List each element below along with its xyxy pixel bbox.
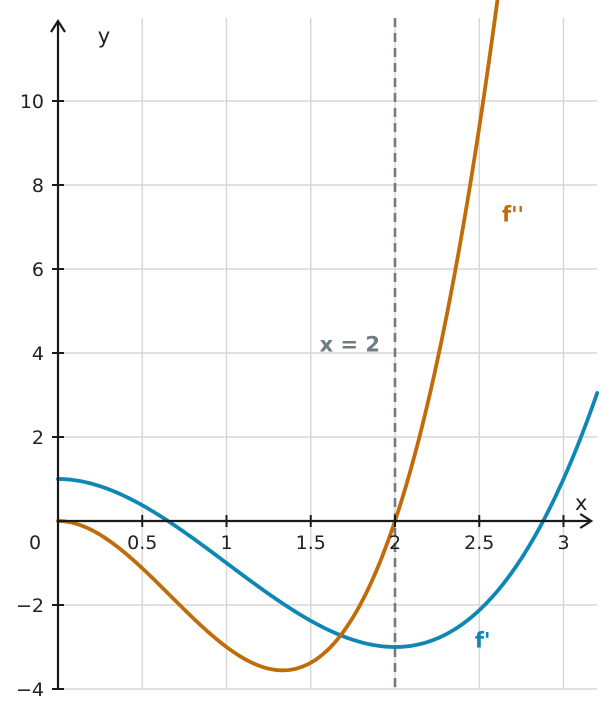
x-tick-label-1: 1: [220, 532, 232, 554]
curve-label-f-double-prime: f'': [502, 202, 524, 226]
vertical-reference-label: x = 2: [320, 333, 380, 357]
y-tick-label-6: 10: [20, 91, 44, 113]
y-tick-label-5: 8: [32, 175, 44, 197]
y-tick-label-4: 6: [32, 259, 44, 281]
x-tick-label-3: 2: [389, 532, 401, 554]
series-line-f-double-prime: [56, 0, 500, 673]
y-axis-arrow: [50, 18, 66, 33]
x-tick-label-0: 0.5: [127, 532, 157, 554]
origin-label: 0: [29, 532, 41, 554]
y-tick-label-0: −4: [16, 679, 44, 701]
tick-group: 0.5 1 1.5 2 2.5 3 −4 −2 2 4 6 8 10: [16, 91, 570, 701]
y-tick-label-3: 4: [32, 343, 44, 365]
x-tick-label-5: 3: [557, 532, 569, 554]
x-axis-label: x: [575, 491, 587, 515]
axes: [50, 18, 594, 689]
y-axis-label: y: [98, 24, 110, 48]
y-tick-label-1: −2: [16, 595, 44, 617]
x-axis-arrow: [579, 513, 594, 529]
y-tick-label-2: 2: [32, 427, 44, 449]
x-tick-label-2: 1.5: [296, 532, 326, 554]
curve-labels: f'' f': [475, 202, 524, 652]
curve-label-f-prime: f': [475, 629, 491, 653]
vertical-reference-group: x = 2: [320, 18, 397, 689]
x-tick-label-4: 2.5: [464, 532, 494, 554]
grid: [58, 18, 598, 690]
series-line-f-prime: [56, 391, 600, 649]
series-group: [56, 0, 600, 673]
